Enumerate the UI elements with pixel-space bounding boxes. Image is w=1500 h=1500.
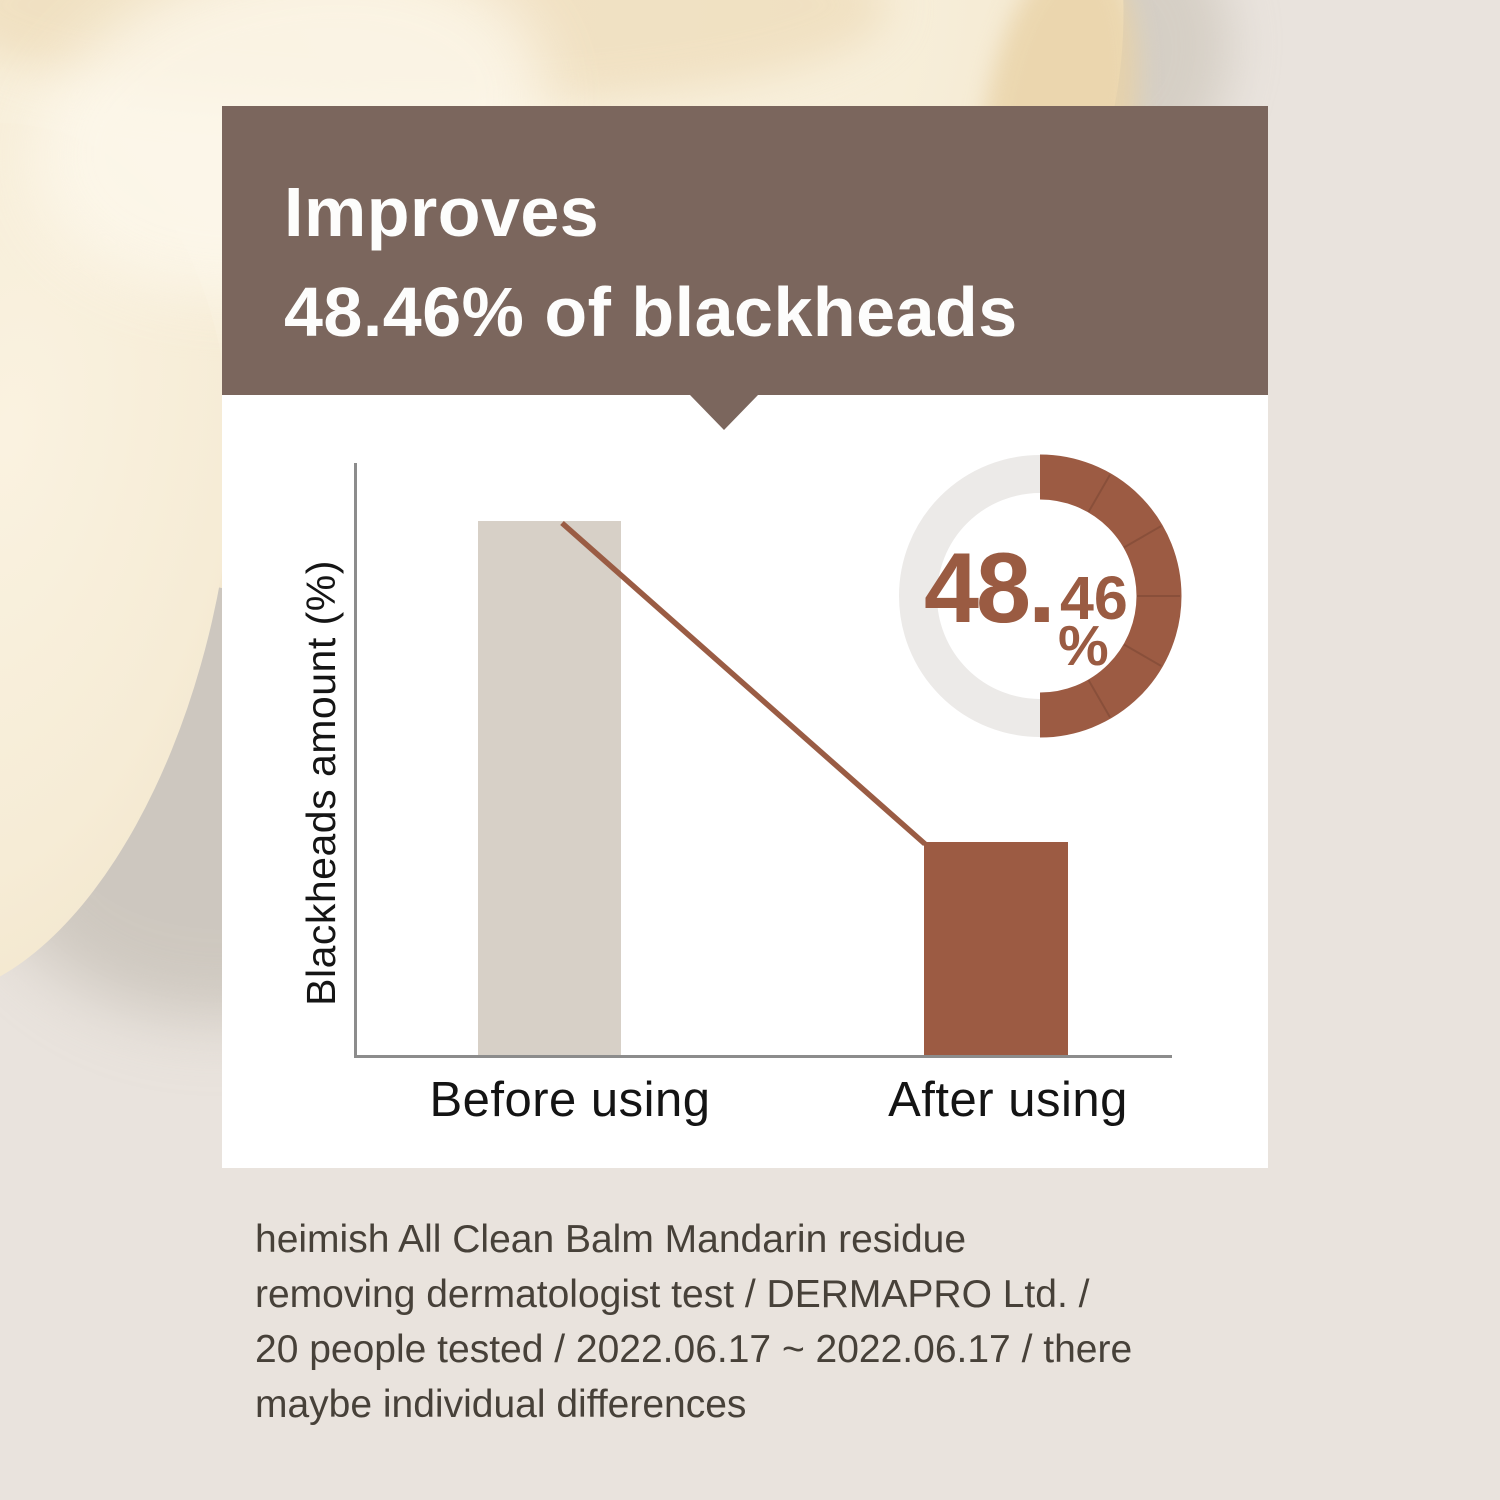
x-label-after-using: After using (888, 1073, 1128, 1127)
y-axis-line (354, 463, 357, 1058)
banner-pointer-triangle (690, 395, 758, 430)
headline-line-1: Improves (284, 173, 600, 251)
y-axis-label: Blackheads amount (%) (298, 560, 344, 1006)
disclaimer-line-3: 20 people tested / 2022.06.17 ~ 2022.06.… (255, 1328, 1133, 1371)
gauge-rings (899, 454, 1182, 738)
x-label-before-using: Before using (429, 1073, 711, 1127)
disclaimer-line-1: heimish All Clean Balm Mandarin residue (255, 1218, 967, 1261)
disclaimer-line-4: maybe individual differences (255, 1383, 747, 1426)
headline-line-2: 48.46% of blackheads (284, 273, 1018, 351)
bar-before-using (478, 521, 621, 1055)
bar-after-using (924, 842, 1068, 1055)
gauge-segment-lines (1087, 474, 1180, 718)
gauge-progress-arc (1039, 454, 1182, 738)
headline-banner: Improves 48.46% of blackheads (222, 106, 1268, 395)
gauge-percent-sign: % (1058, 614, 1109, 678)
gauge-value-integer: 48. (924, 532, 1056, 643)
improvement-gauge: 48. 46 % (898, 454, 1182, 738)
x-axis-line (354, 1055, 1172, 1058)
gauge-value-decimal: 46 (1060, 564, 1128, 632)
disclaimer-line-2: removing dermatologist test / DERMAPRO L… (255, 1273, 1090, 1316)
stat-card: Improves 48.46% of blackheads Blackheads… (222, 106, 1268, 1168)
disclaimer-text: heimish All Clean Balm Mandarin residue … (255, 1212, 1265, 1432)
